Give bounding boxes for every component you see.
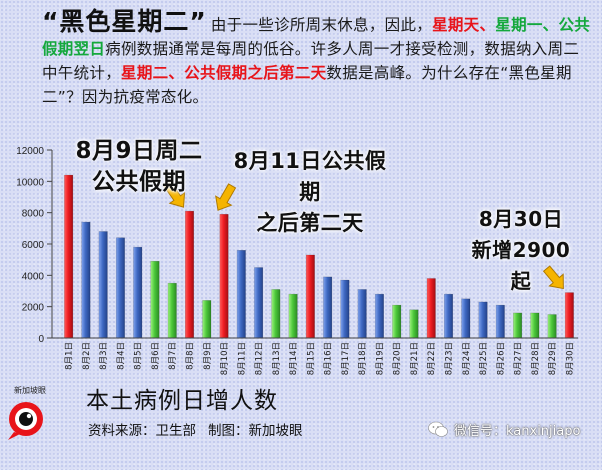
headline: “黑色星期二” — [42, 7, 207, 36]
arrow-shape — [162, 179, 186, 208]
callout-aug9: 8月9日周二 公共假期 — [75, 138, 203, 195]
wechat-id: 微信号：kanxinjiapo — [454, 424, 581, 439]
source-text: 资料来源：卫生部 — [88, 423, 196, 439]
callout-aug30: 8月30日 新增2900起 — [471, 207, 571, 293]
x-tick-label: 8月10日 — [220, 342, 230, 375]
x-tick-label: 8月8日 — [186, 342, 196, 370]
bar-8月13日 — [271, 289, 281, 339]
credit-text: 制图：新加坡眼 — [208, 423, 303, 439]
x-tick-label: 8月3日 — [99, 342, 109, 370]
bar-8月17日 — [340, 279, 350, 339]
bar-8月19日 — [374, 293, 384, 339]
x-tick-label: 8月30日 — [565, 342, 575, 375]
bar-8月7日 — [167, 282, 177, 339]
bar-8月21日 — [409, 309, 419, 339]
bar-8月12日 — [254, 267, 264, 339]
x-tick-label: 8月5日 — [134, 342, 144, 370]
y-tick-label: 0 — [38, 334, 44, 345]
intro-text-3: 数据是高峰。为什么存在“黑色星期二”？因为抗疫常态化。 — [42, 64, 572, 106]
x-tick-label: 8月11日 — [237, 342, 247, 375]
arrows — [162, 179, 564, 290]
intro-red-2: 星期二、公共假期之后第二天 — [121, 64, 327, 82]
x-tick-label: 8月17日 — [341, 342, 351, 375]
bar-8月25日 — [478, 301, 488, 339]
bar-8月28日 — [530, 312, 540, 339]
x-tick-label: 8月20日 — [393, 342, 403, 375]
bar-8月20日 — [392, 304, 402, 339]
x-tick-label: 8月29日 — [548, 342, 558, 375]
x-tick-label: 8月15日 — [306, 342, 316, 375]
chart-title: 本土病例日增人数 — [86, 388, 278, 414]
source-line: 资料来源：卫生部 制图：新加坡眼 — [88, 419, 315, 439]
x-tick-label: 8月12日 — [255, 342, 265, 375]
x-tick-label: 8月7日 — [168, 342, 178, 370]
bar-8月8日 — [185, 210, 194, 339]
bar-8月14日 — [288, 293, 298, 339]
bar-8月5日 — [133, 246, 143, 339]
arrow-icon — [542, 265, 564, 290]
bars — [64, 174, 574, 339]
arrow-icon — [215, 183, 237, 211]
x-tick-label: 8月23日 — [445, 342, 455, 375]
bar-8月9日 — [202, 300, 212, 339]
bar-8月23日 — [444, 293, 453, 339]
x-tick-label: 8月14日 — [289, 342, 299, 375]
x-tick-label: 8月21日 — [410, 342, 420, 375]
arrow-shape — [542, 265, 564, 290]
bar-8月26日 — [495, 304, 505, 339]
x-tick-label: 8月25日 — [479, 342, 489, 375]
x-tick-label: 8月24日 — [462, 342, 472, 375]
logo-icon — [8, 402, 43, 440]
x-tick-label: 8月18日 — [358, 342, 368, 375]
wechat-watermark: 微信号：kanxinjiapo — [428, 420, 580, 439]
arrow-shape — [215, 183, 237, 211]
callout-aug11: 8月11日公共假期 之后第二天 — [233, 149, 387, 235]
bar-8月1日 — [64, 174, 74, 339]
logo-text: 新加坡眼 — [14, 386, 46, 395]
x-axis: 8月1日 8月2日 8月3日 8月4日 8月5日 8月6日 8月7日 8月8日 8月9日 8月10… — [52, 337, 578, 375]
y-tick-label: 6000 — [22, 240, 45, 251]
bar-8月30日 — [564, 292, 574, 339]
y-tick-label: 8000 — [22, 209, 45, 220]
wechat-icon — [428, 421, 448, 437]
x-tick-label: 8月28日 — [531, 342, 541, 375]
intro-green-1: 星期一、公共假期翌日 — [42, 16, 591, 58]
intro-text-2: 病例数据通常是每周的低谷。许多人周一才接受检测，数据纳入周二中午统计， — [42, 40, 580, 82]
x-tick-label: 8月13日 — [272, 342, 282, 375]
x-tick-label: 8月2日 — [82, 342, 92, 370]
bar-8月18日 — [357, 289, 367, 339]
bar-8月4日 — [115, 237, 125, 339]
x-tick-label: 8月16日 — [324, 342, 334, 375]
x-tick-label: 8月9日 — [203, 342, 213, 370]
x-tick-label: 8月6日 — [151, 342, 161, 370]
intro-text-1: 由于一些诊所周末休息，因此， — [210, 16, 433, 34]
bar-8月22日 — [426, 278, 436, 339]
bar-8月16日 — [323, 276, 333, 339]
bar-8月27日 — [513, 312, 523, 339]
bar-8月24日 — [461, 298, 471, 339]
x-tick-label: 8月19日 — [375, 342, 385, 375]
y-axis: 0 2000 4000 6000 8000 10000 12000 — [16, 146, 53, 345]
bar-8月6日 — [150, 260, 160, 339]
x-tick-label: 8月27日 — [514, 342, 524, 375]
bar-8月29日 — [547, 314, 557, 339]
intro-paragraph: “黑色星期二” 由于一些诊所周末休息，因此，星期天、星期一、公共假期翌日病例数据通… — [42, 7, 594, 109]
y-tick-label: 2000 — [22, 303, 45, 314]
x-tick-label: 8月26日 — [496, 342, 506, 375]
x-tick-label: 8月1日 — [65, 342, 75, 370]
y-tick-label: 12000 — [16, 146, 44, 157]
bar-8月11日 — [236, 250, 246, 339]
x-tick-label: 8月4日 — [116, 342, 126, 370]
y-tick-label: 10000 — [16, 177, 44, 188]
bar-8月3日 — [98, 231, 108, 339]
arrow-icon — [162, 179, 186, 208]
intro-red-1: 星期天、 — [432, 16, 496, 34]
x-tick-label: 8月22日 — [427, 342, 437, 375]
bar-8月15日 — [305, 254, 315, 339]
y-tick-label: 4000 — [22, 271, 45, 282]
bar-8月2日 — [81, 221, 91, 339]
